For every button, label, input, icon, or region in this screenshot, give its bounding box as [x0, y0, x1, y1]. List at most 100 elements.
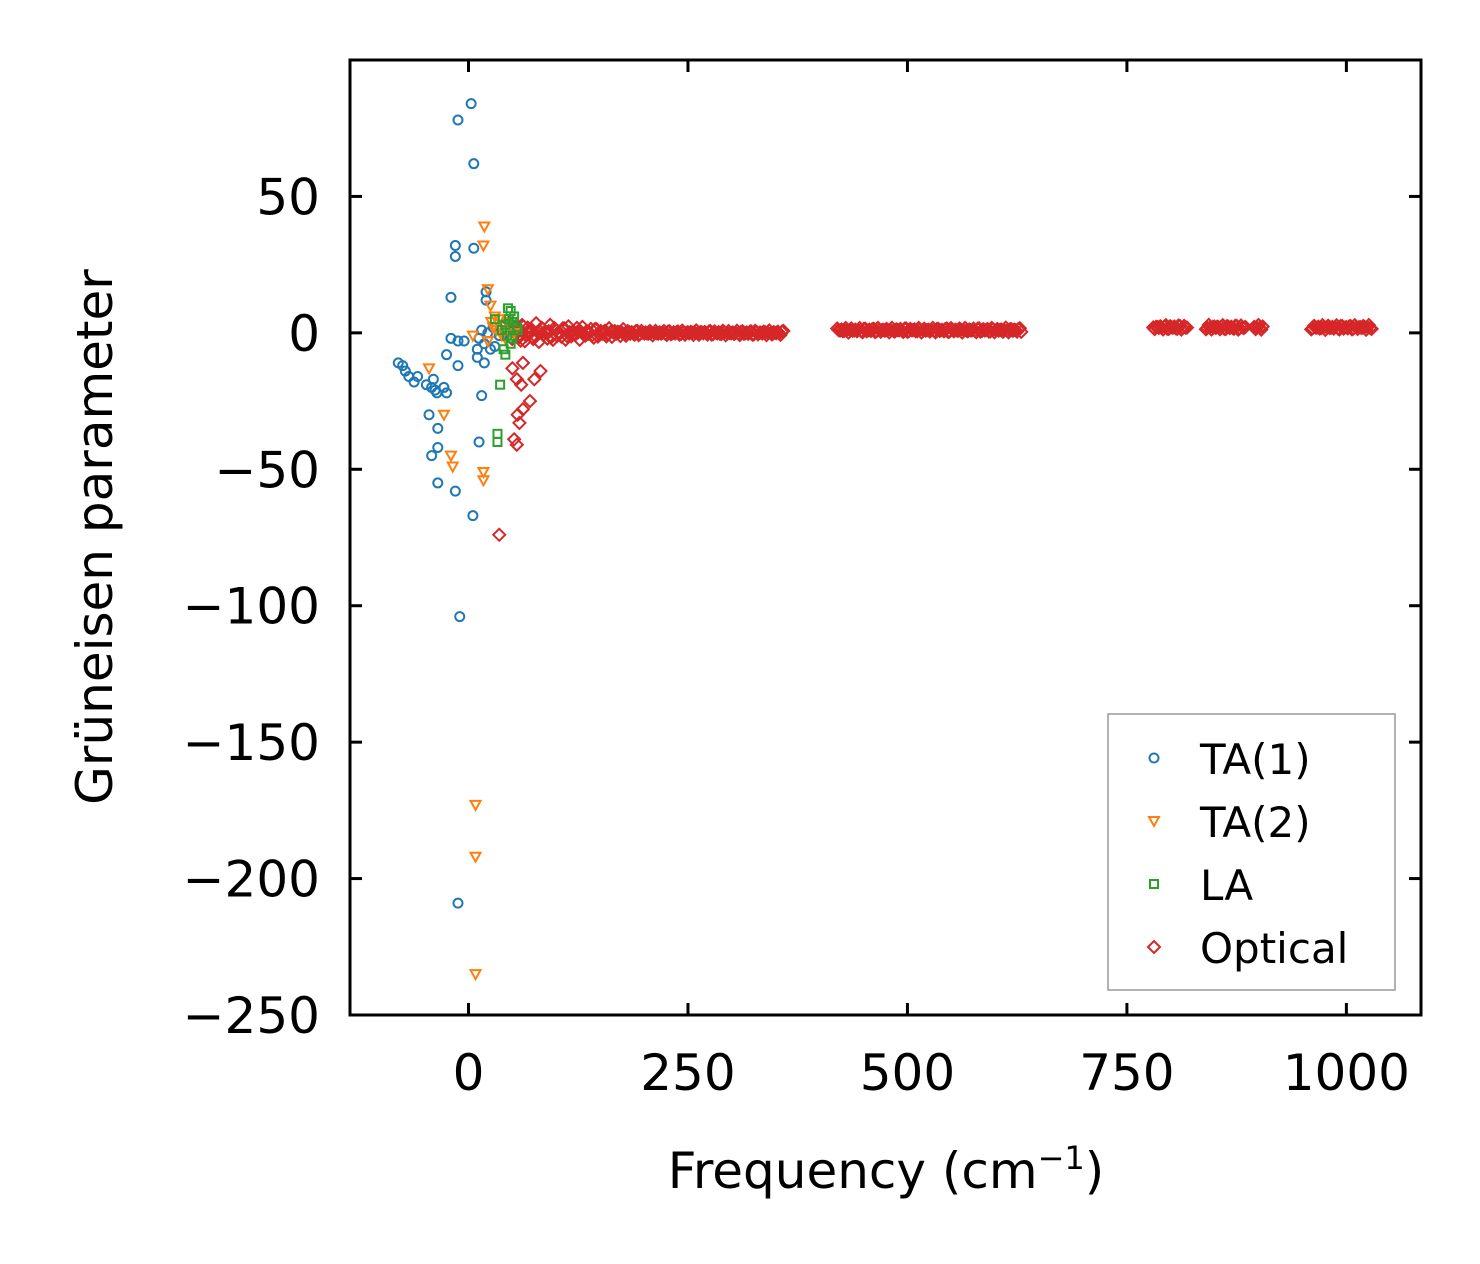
data-point [420, 379, 432, 391]
data-point [513, 377, 529, 393]
optical-point [1251, 317, 1266, 333]
data-point [408, 376, 420, 388]
series-ta-1- [392, 98, 511, 909]
data-point [509, 311, 520, 322]
optical-point [1012, 320, 1028, 336]
legend-entry: TA(1) [1148, 735, 1311, 784]
data-point [468, 969, 483, 982]
data-point [481, 284, 495, 297]
legend-label: TA(1) [1199, 735, 1311, 784]
data-point [512, 325, 523, 336]
x-axis-title: Frequency (cm−1) [668, 1139, 1105, 1200]
data-point [454, 611, 466, 623]
data-point [441, 349, 453, 361]
optical-point [1255, 319, 1271, 334]
legend-marker [1146, 939, 1162, 955]
data-point [449, 485, 461, 497]
legend-marker [1147, 816, 1161, 829]
data-point [496, 325, 507, 336]
data-point [481, 336, 495, 349]
data-point [432, 422, 444, 434]
data-point [504, 360, 520, 376]
optical-point [1364, 321, 1380, 337]
y-tick-label: 50 [256, 168, 320, 226]
data-point [507, 333, 518, 344]
data-point [449, 240, 461, 252]
data-point [431, 387, 443, 399]
data-point [515, 355, 531, 371]
data-point [432, 477, 444, 489]
data-point [452, 335, 464, 347]
data-point [478, 357, 490, 369]
data-point [492, 437, 503, 447]
data-point [500, 349, 511, 360]
optical-band [500, 314, 791, 350]
optical-point [572, 332, 588, 348]
x-tick-label: 250 [640, 1044, 735, 1102]
data-point [452, 360, 464, 372]
data-point [438, 381, 450, 393]
data-point [476, 467, 491, 480]
data-point [467, 510, 479, 522]
series-la [489, 303, 523, 447]
data-point [526, 371, 542, 387]
series-optical [491, 355, 548, 543]
data-point [476, 324, 488, 336]
data-point [506, 431, 522, 447]
y-tick-label: −250 [183, 987, 320, 1045]
data-point [522, 393, 538, 409]
legend-label: LA [1200, 861, 1253, 910]
data-point [512, 415, 527, 431]
data-point [495, 330, 509, 343]
data-point [471, 351, 483, 363]
x-tick-label: 0 [453, 1044, 485, 1102]
data-point [509, 437, 525, 453]
legend-label: TA(2) [1199, 798, 1311, 847]
data-point [422, 363, 436, 376]
legend: TA(1) TA(2) LA Optical [1107, 713, 1396, 991]
data-point [503, 303, 514, 314]
data-point [473, 436, 485, 448]
data-point [452, 114, 464, 126]
data-point [489, 314, 500, 325]
data-point [458, 335, 470, 347]
legend-entry: LA [1149, 861, 1253, 910]
data-point [423, 409, 435, 421]
data-point [426, 450, 438, 462]
data-point [445, 291, 457, 303]
data-point [446, 461, 460, 474]
data-point [468, 242, 480, 254]
data-point [437, 409, 451, 422]
data-point [465, 98, 477, 110]
optical-point [1179, 320, 1195, 336]
data-point [432, 441, 444, 453]
optical-band [1246, 317, 1271, 337]
data-point [397, 360, 409, 372]
data-point [468, 799, 483, 812]
data-point [510, 407, 526, 423]
data-point [466, 330, 480, 343]
data-point [476, 240, 491, 253]
plot-frame [348, 58, 1423, 1017]
legend-entry: TA(2) [1147, 798, 1311, 847]
data-point [444, 450, 458, 463]
data-point [476, 390, 488, 402]
y-tick-label: −50 [214, 441, 320, 499]
legend-label: Optical [1200, 924, 1348, 973]
series-ta-2- [422, 221, 521, 982]
data-point [468, 158, 480, 170]
data-point [477, 221, 492, 234]
data-point [452, 897, 464, 909]
data-point [483, 300, 498, 313]
x-tick-label: 750 [1079, 1044, 1174, 1102]
optical-band [829, 320, 1029, 340]
optical-point [1013, 324, 1029, 340]
legend-marker [1148, 752, 1160, 764]
y-axis-title: Grüneisen parameter [66, 269, 124, 805]
x-tick-label: 500 [860, 1044, 955, 1102]
y-tick-label: −200 [183, 851, 320, 909]
optical-band [1145, 317, 1195, 337]
data-point [468, 851, 483, 864]
